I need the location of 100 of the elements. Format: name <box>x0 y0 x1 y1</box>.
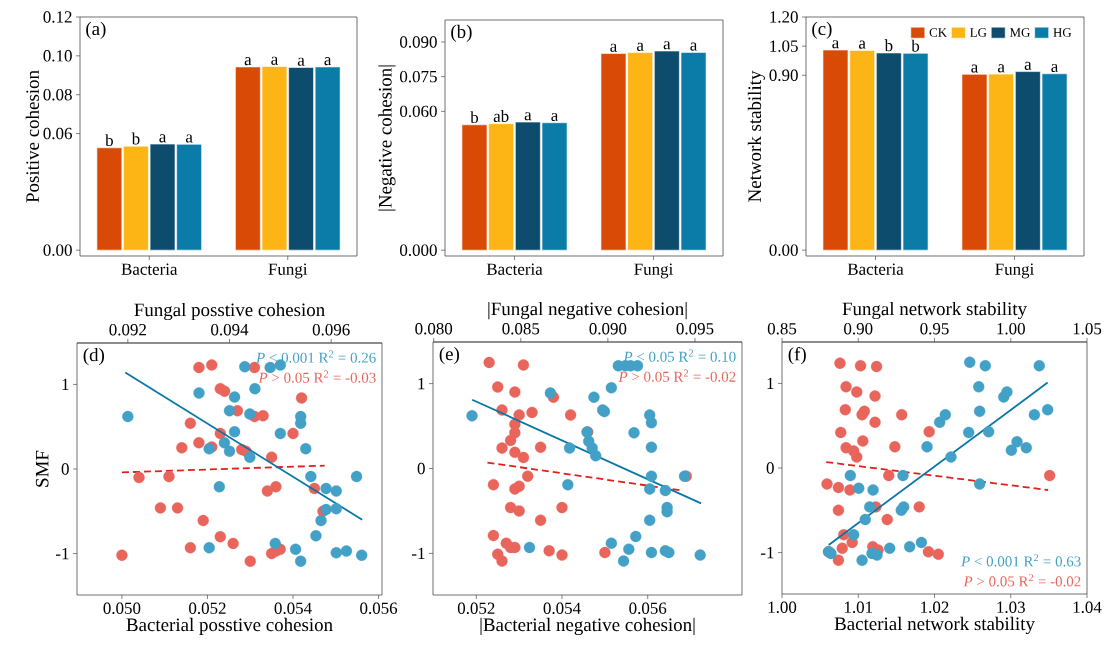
data-label: a <box>663 41 671 50</box>
data-label: a <box>551 112 559 122</box>
x-tick-label: 1.03 <box>997 601 1025 614</box>
chart-title: (c) <box>812 21 832 39</box>
data-label: a <box>297 57 305 66</box>
y-tick-label: 0.00 <box>43 244 72 256</box>
x2-axis-title: |Fungal negative cohesion| <box>488 301 687 320</box>
y-tick-label: 1 <box>62 378 69 391</box>
y-tick-label: 0.06 <box>43 127 72 140</box>
x-tick-label: 0.056 <box>629 602 667 615</box>
x-tick-label: 1.04 <box>1073 601 1102 614</box>
x2-tick-label: 1.00 <box>997 322 1025 335</box>
y-tick-label: 0.12 <box>43 11 72 23</box>
data-label: a <box>610 43 617 52</box>
data-label: a <box>271 56 278 65</box>
data-label: a <box>637 42 644 51</box>
x-tick-label: 1.00 <box>768 601 797 614</box>
y-tick-label: 1.20 <box>770 11 798 23</box>
annotation: P > 0.05 R$^{2}$ = -0.03 <box>258 370 376 383</box>
data-label: a <box>185 134 193 143</box>
x2-tick-label: 1.05 <box>1073 322 1102 335</box>
y-tick-label: 0.060 <box>400 105 437 118</box>
data-label: b <box>131 132 140 145</box>
x2-tick-label: 0.90 <box>844 322 873 335</box>
x-tick-label: Fungi <box>634 263 673 279</box>
y-tick-label: 0 <box>417 462 425 475</box>
y-tick-label: 0.90 <box>769 69 798 82</box>
chart-title: (a) <box>86 21 106 39</box>
y-tick-label: 0.08 <box>43 88 72 101</box>
x2-axis-title: Fungal posstive cohesion <box>134 302 325 321</box>
chart-title: (f) <box>788 346 806 365</box>
data-label: a <box>524 112 532 121</box>
y-tick-label: 0.00 <box>769 244 798 256</box>
x-tick-label: Fungi <box>995 263 1034 279</box>
data-label: a <box>1051 63 1059 73</box>
data-label: a <box>971 64 978 73</box>
x2-tick-label: 0.092 <box>109 323 146 336</box>
legend-label: LG <box>970 28 987 37</box>
y-tick-label: -1 <box>56 547 69 560</box>
x2-tick-label: 0.95 <box>920 322 949 335</box>
x2-tick-label: 0.080 <box>415 322 453 335</box>
x-tick-label: 0.052 <box>457 602 495 615</box>
x-tick-label: 0.050 <box>103 602 141 615</box>
x2-tick-label: 0.096 <box>312 323 350 336</box>
x-tick-label: 0.054 <box>543 602 581 615</box>
annotation: P > 0.05 R$^{2}$ = -0.02 <box>963 574 1081 587</box>
y-tick-label: -1 <box>761 546 774 559</box>
data-label: a <box>324 57 332 66</box>
y-tick-label: 1 <box>767 377 774 390</box>
data-label: a <box>832 40 839 49</box>
y-tick-label: 0.000 <box>400 244 437 256</box>
y-tick-label: 0.075 <box>400 70 437 83</box>
x-tick-label: 1.01 <box>844 601 873 614</box>
data-label: a <box>690 42 698 51</box>
x-tick-label: 1.02 <box>921 601 949 614</box>
data-label: a <box>159 134 167 143</box>
data-label: a <box>244 57 252 66</box>
y-axis-title: |Negative cohesion| <box>378 65 396 211</box>
data-label: b <box>884 39 893 52</box>
x-axis-title: |Bacterial negative cohesion| <box>480 617 695 636</box>
data-label: ab <box>493 110 509 122</box>
y-tick-label: 0.10 <box>43 50 72 62</box>
x2-tick-label: 0.85 <box>767 322 797 335</box>
y-axis-title: SMF <box>35 450 49 487</box>
annotation: P < 0.001 R$^{2}$ = 0.26 <box>256 350 376 363</box>
y-axis-title: Positive cohesion <box>25 70 39 203</box>
y-tick-label: 1.05 <box>770 40 798 52</box>
legend-label: MG <box>1009 28 1030 37</box>
chart-title: (b) <box>451 24 472 42</box>
x2-tick-label: 0.090 <box>589 322 627 335</box>
x2-tick-label: 0.095 <box>676 322 714 335</box>
x-axis-title: Bacterial network stability <box>834 616 1035 635</box>
legend-label: CK <box>929 28 947 37</box>
x-tick-label: Fungi <box>268 263 308 279</box>
x2-tick-label: 0.085 <box>502 322 540 335</box>
data-label: b <box>470 111 479 124</box>
data-label: b <box>911 39 920 52</box>
y-tick-label: 0.090 <box>400 36 437 48</box>
x-tick-label: 0.052 <box>189 602 226 615</box>
annotation: P < 0.001 R$^{2}$ = 0.63 <box>961 554 1081 567</box>
y-tick-label: 1 <box>418 378 425 390</box>
x-tick-label: Bacteria <box>847 263 904 275</box>
y-tick-label: -1 <box>412 547 425 559</box>
annotation: P > 0.05 R$^{2}$ = -0.02 <box>618 369 736 382</box>
legend-label: HG <box>1053 28 1072 37</box>
data-label: a <box>859 40 866 49</box>
y-axis-title: Network stability <box>747 70 765 202</box>
data-label: a <box>998 64 1005 73</box>
data-label: b <box>105 134 113 147</box>
x-axis-title: Bacterial posstive cohesion <box>126 617 333 636</box>
x2-tick-label: 0.094 <box>211 323 249 336</box>
x-tick-label: Bacteria <box>486 263 543 275</box>
chart-title: (e) <box>439 347 460 365</box>
data-label: a <box>1024 61 1032 70</box>
y-tick-label: 0 <box>61 463 69 475</box>
x-tick-label: 0.054 <box>274 602 312 615</box>
x-tick-label: Bacteria <box>121 263 178 275</box>
x2-axis-title: Fungal network stability <box>842 301 1027 320</box>
chart-title: (d) <box>83 347 105 366</box>
y-tick-label: 0 <box>766 462 774 474</box>
